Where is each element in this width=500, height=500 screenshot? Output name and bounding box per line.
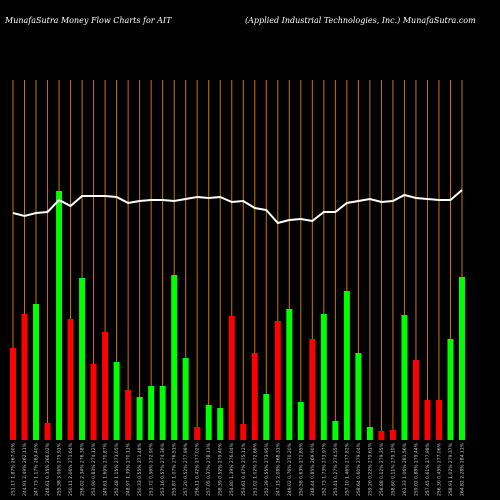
bar <box>412 360 419 440</box>
chart-title: MunafaSutra Money Flow Charts for AIT <box>4 16 172 25</box>
bar <box>389 430 396 440</box>
bar <box>136 397 143 440</box>
bar <box>355 353 362 440</box>
x-tick-label: 249.61 1.69% 270.87% <box>103 442 109 496</box>
x-tick-label: 248.44 0.85% 269.90% <box>310 442 316 496</box>
bar <box>274 321 281 440</box>
bar <box>44 423 51 440</box>
bar <box>297 402 304 440</box>
x-tick-label: 247.73 1.17% 263.40% <box>34 442 40 496</box>
bar <box>56 191 63 440</box>
x-tick-label: 256.11 0.42% 277.02% <box>195 442 201 496</box>
chart-subtitle: (Applied Industrial Technologies, Inc.) … <box>245 16 476 25</box>
bar <box>33 304 40 440</box>
x-tick-label: 253.61 0.47% 275.12% <box>241 442 247 496</box>
x-tick-label: 257.05 0.37% 278.13% <box>206 442 212 496</box>
x-tick-label: 248.97 1.39% 270.11% <box>126 442 132 496</box>
bar <box>217 408 224 440</box>
bar <box>435 400 442 440</box>
bar <box>21 314 28 440</box>
bar <box>159 386 166 440</box>
x-tick-label: 247.15 2.08% 268.31% <box>275 442 281 496</box>
bar <box>102 332 109 440</box>
bar <box>171 275 178 440</box>
bar <box>332 421 339 440</box>
x-tick-label: 252.73 1.73% 273.97% <box>321 442 327 496</box>
x-tick-label: 253.16 0.57% 274.36% <box>160 442 166 496</box>
x-tick-label: 264.82 2.28% 284.11% <box>460 442 466 496</box>
x-tick-label: 252.48 1.15% 273.05% <box>114 442 120 496</box>
bar <box>10 348 16 440</box>
bar <box>286 309 293 440</box>
bar <box>320 314 327 440</box>
x-tick-label: 250.11 2.06% 271.64% <box>68 442 74 496</box>
x-tick-label: 257.20 0.52% 277.98% <box>183 442 189 496</box>
x-tick-label: 253.41 0.27% 274.55% <box>333 442 339 496</box>
bar <box>240 424 247 440</box>
x-tick-label: 257.45 0.61% 277.98% <box>425 442 431 496</box>
bar <box>148 386 155 440</box>
bar <box>401 315 408 440</box>
x-tick-label: 253.90 0.83% 274.12% <box>91 442 97 496</box>
x-tick-label: 258.39 0.52% 279.40% <box>218 442 224 496</box>
x-tick-label: 252.39 0.55% 273.95% <box>264 442 270 496</box>
bar <box>251 353 258 440</box>
bar <box>447 339 454 440</box>
bar <box>424 400 431 440</box>
x-tick-label: 256.02 2.34% 276.38% <box>80 442 86 496</box>
x-tick-label: 259.20 0.22% 279.61% <box>367 442 373 496</box>
x-tick-label: 255.38 3.06% 275.91% <box>57 442 63 496</box>
bar <box>67 319 74 440</box>
bar <box>205 405 212 440</box>
x-tick-label: 250.58 0.63% 271.85% <box>298 442 304 496</box>
x-tick-label: 251.17 1.87% 267.90% <box>11 442 17 496</box>
bar <box>125 390 132 440</box>
x-tick-label: 257.10 1.46% 277.82% <box>344 442 350 496</box>
x-tick-label: 256.30 0.45% 277.06% <box>436 442 442 496</box>
x-tick-label: 254.80 1.39% 276.04% <box>229 442 235 496</box>
bar <box>343 291 350 440</box>
bar <box>366 427 373 440</box>
bar <box>263 394 270 440</box>
x-tick-label: 244.91 2.49% 262.11% <box>22 442 28 496</box>
bar <box>309 339 316 440</box>
x-tick-label: 258.88 0.12% 279.35% <box>379 442 385 496</box>
x-tick-label: 250.33 0.55% 271.48% <box>137 442 143 496</box>
bar <box>182 358 189 440</box>
x-tick-label: 251.02 1.02% 272.66% <box>252 442 258 496</box>
x-tick-label: 255.87 1.07% 276.51% <box>172 442 178 496</box>
bar <box>378 431 385 440</box>
x-tick-label: 251.72 0.56% 272.90% <box>149 442 155 496</box>
x-tick-label: 258.64 0.60% 279.04% <box>356 442 362 496</box>
x-tick-label: 261.33 1.06% 281.56% <box>402 442 408 496</box>
x-tick-label: 249.02 0.76% 270.20% <box>287 442 293 496</box>
bar <box>79 278 86 440</box>
bar <box>113 362 120 440</box>
x-tick-label: 259.02 0.88% 279.44% <box>413 442 419 496</box>
bar <box>459 277 465 440</box>
bar <box>228 316 235 440</box>
x-tick-label: 248.61 0.35% 266.02% <box>45 442 51 496</box>
bar <box>194 427 201 440</box>
bar <box>90 364 97 440</box>
x-tick-label: 258.60 0.11% 279.10% <box>390 442 396 496</box>
x-tick-label: 258.91 1.02% 279.37% <box>448 442 454 496</box>
money-flow-line <box>12 189 463 225</box>
